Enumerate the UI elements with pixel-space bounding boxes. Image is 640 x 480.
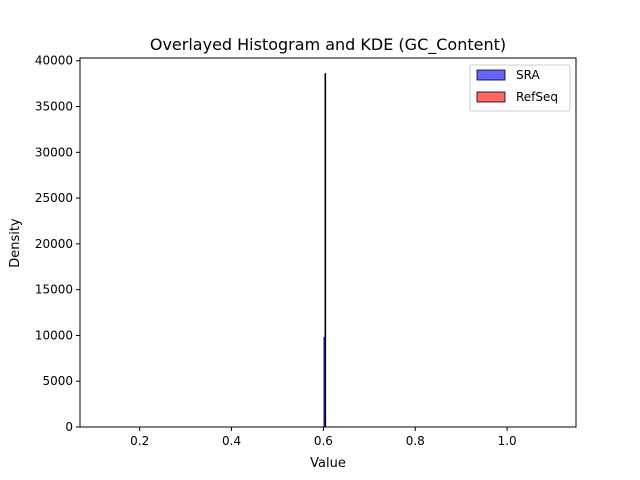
chart-title: Overlayed Histogram and KDE (GC_Content): [150, 35, 506, 55]
plot-frame: [79, 57, 577, 428]
x-tick-label: 0.4: [222, 434, 241, 448]
y-axis-ticks: 0 5000 10000 15000 20000 25000 30000 35000 40000: [35, 54, 80, 434]
y-tick-label: 0: [65, 420, 73, 434]
legend-label-refseq: RefSeq: [516, 90, 558, 104]
y-tick-label: 40000: [35, 54, 73, 68]
x-axis-label: Value: [310, 456, 346, 471]
y-tick-label: 30000: [35, 145, 73, 159]
x-tick-label: 1.0: [498, 434, 517, 448]
y-tick-label: 35000: [35, 100, 73, 114]
y-axis-label: Density: [8, 218, 23, 268]
x-tick-label: 0.8: [406, 434, 425, 448]
legend: SRA RefSeq: [469, 64, 571, 112]
x-axis-ticks: 0.2 0.4 0.6 0.8 1.0: [130, 427, 517, 448]
x-tick-label: 0.6: [314, 434, 333, 448]
bar-refseq-0: [324, 73, 327, 428]
legend-label-sra: SRA: [516, 68, 540, 82]
legend-swatch-sra: [476, 69, 506, 81]
y-tick-label: 10000: [35, 328, 73, 342]
y-tick-label: 25000: [35, 191, 73, 205]
y-tick-label: 15000: [35, 283, 73, 297]
x-tick-label: 0.2: [130, 434, 149, 448]
y-tick-label: 20000: [35, 237, 73, 251]
y-tick-label: 5000: [42, 374, 73, 388]
legend-swatch-refseq: [476, 91, 506, 103]
